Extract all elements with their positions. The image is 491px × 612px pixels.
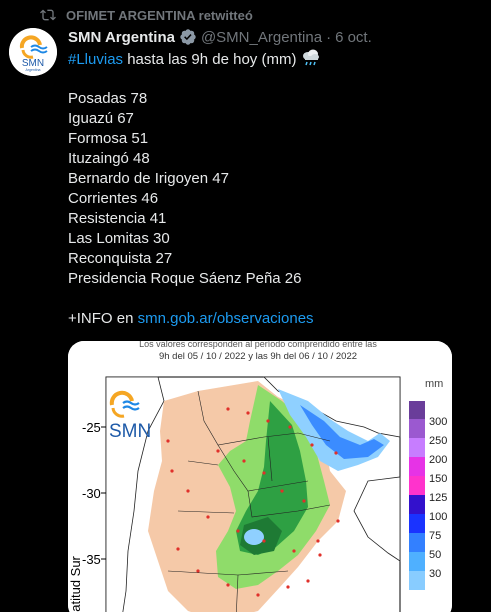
tweet-media-map[interactable]: Los valores corresponden al período comp… bbox=[68, 341, 452, 612]
info-line: +INFO en smn.gob.ar/observaciones bbox=[68, 309, 468, 329]
hashtag-link[interactable]: #Lluvias bbox=[68, 51, 124, 68]
map-caption-2: 9h del 05 / 10 / 2022 y las 9h del 06 / … bbox=[159, 351, 357, 362]
tweet-body: #Lluvias hasta las 9h de hoy (mm) Posada… bbox=[68, 49, 468, 329]
station-line: Formosa 51 bbox=[68, 130, 149, 147]
station-line: Ituzaingó 48 bbox=[68, 150, 150, 167]
legend-value: 250 bbox=[429, 435, 447, 447]
avatar-text: SMN bbox=[22, 58, 44, 69]
smn-logo-icon: SMN Argentina bbox=[9, 28, 57, 76]
info-prefix: +INFO en bbox=[68, 310, 138, 327]
y-axis-label: Latitud Sur bbox=[68, 555, 83, 612]
legend-value: 150 bbox=[429, 473, 447, 485]
verified-badge-icon bbox=[180, 29, 196, 45]
info-link[interactable]: smn.gob.ar/observaciones bbox=[137, 310, 314, 327]
legend-value: 100 bbox=[429, 511, 447, 523]
tweet-intro-text: hasta las 9h de hoy (mm) bbox=[123, 51, 297, 68]
station-line: Bernardo de Irigoyen 47 bbox=[68, 170, 229, 187]
y-tick-label: -30 bbox=[82, 486, 101, 501]
tweet-intro-line: #Lluvias hasta las 9h de hoy (mm) bbox=[68, 49, 468, 69]
y-tick-label: -25 bbox=[82, 420, 101, 435]
station-line: Iguazú 67 bbox=[68, 110, 134, 127]
legend-value: 50 bbox=[429, 549, 441, 561]
legend-unit: mm bbox=[425, 378, 443, 390]
station-line: Corrientes 46 bbox=[68, 190, 159, 207]
avatar[interactable]: SMN Argentina bbox=[9, 28, 57, 76]
map-logo-text: SMN bbox=[109, 421, 151, 442]
station-line: Reconquista 27 bbox=[68, 250, 173, 267]
precipitation-map: Los valores corresponden al período comp… bbox=[68, 341, 452, 612]
author-handle[interactable]: @SMN_Argentina bbox=[200, 28, 323, 46]
station-line: Posadas 78 bbox=[68, 90, 148, 107]
avatar-subtext: Argentina bbox=[26, 68, 41, 72]
retweet-icon bbox=[40, 9, 56, 21]
blue-spot bbox=[244, 529, 264, 545]
tweet-header: SMN Argentina @SMN_Argentina · 6 oct. bbox=[68, 27, 372, 47]
station-line: Resistencia 41 bbox=[68, 210, 167, 227]
station-line: Presidencia Roque Sáenz Peña 26 bbox=[68, 270, 302, 287]
legend-value: 300 bbox=[429, 416, 447, 428]
legend-value: 200 bbox=[429, 454, 447, 466]
retweet-indicator: OFIMET ARGENTINA retwitteó bbox=[40, 6, 253, 24]
precipitation-legend bbox=[409, 401, 425, 590]
map-caption-1: Los valores corresponden al período comp… bbox=[139, 341, 377, 349]
cloud-rain-icon bbox=[302, 49, 319, 66]
legend-value: 30 bbox=[429, 568, 441, 580]
dark-blue-rain-area bbox=[300, 405, 384, 459]
tweet-date[interactable]: 6 oct. bbox=[335, 28, 372, 46]
legend-value: 75 bbox=[429, 530, 441, 542]
station-line: Las Lomitas 30 bbox=[68, 230, 170, 247]
separator-dot: · bbox=[326, 28, 332, 46]
retweet-label[interactable]: OFIMET ARGENTINA retwitteó bbox=[66, 7, 253, 23]
map-logo-icon: SMN bbox=[109, 390, 151, 442]
y-tick-label: -35 bbox=[82, 552, 101, 567]
legend-value: 125 bbox=[429, 492, 447, 504]
author-name[interactable]: SMN Argentina bbox=[68, 28, 175, 46]
